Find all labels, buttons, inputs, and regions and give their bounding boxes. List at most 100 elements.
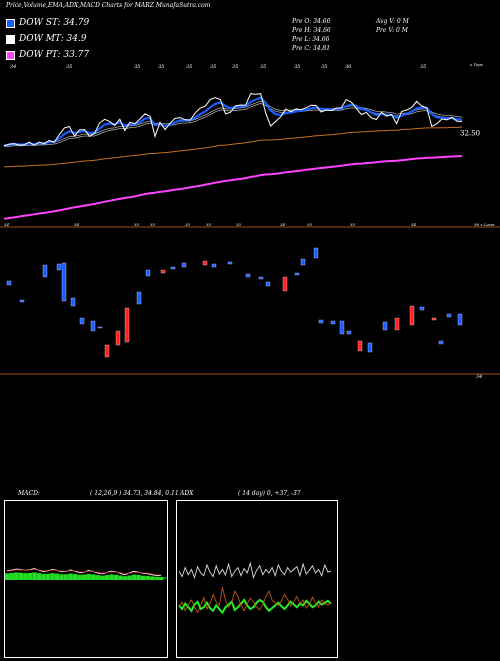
volume-bar — [97, 326, 103, 329]
volume-bar — [104, 344, 110, 358]
legend-swatch-mid — [6, 34, 15, 44]
adx-title: ADX — [180, 490, 194, 497]
volume-bar — [136, 291, 142, 305]
volume-bar — [330, 320, 336, 325]
chart-header-title: Price,Volume,EMA,ADX,MACD Charts for MAR… — [6, 2, 211, 9]
volume-bar — [318, 319, 324, 324]
macd-chart — [5, 568, 167, 580]
legend-item-long: DOW PT: 33.77 — [6, 50, 89, 60]
stat-pre-open: Pre O: 34.66 — [292, 18, 331, 25]
volume-bar — [438, 340, 444, 345]
adx-chart — [178, 561, 332, 615]
volume-bar — [56, 263, 62, 271]
macd-histogram-bar — [72, 574, 78, 580]
legend-item-mid: DOW MT: 34.9 — [6, 34, 87, 44]
macd-histogram-bar — [9, 572, 14, 580]
volume-bar — [294, 272, 300, 276]
volume-bar — [145, 269, 151, 277]
top-right-label: x Tops — [470, 62, 483, 67]
top-tick-label: 35 — [158, 64, 164, 70]
ema-long-line — [3, 155, 463, 220]
macd-histogram-bar — [63, 574, 69, 580]
top-tick-label: 35 — [66, 64, 72, 70]
adx-params: ( 14 day) 0, +37, -37 — [238, 490, 301, 497]
volume-bar — [202, 260, 208, 266]
volume-bar — [282, 276, 288, 292]
macd-histogram-bar — [45, 573, 51, 580]
ema-orange-line — [3, 126, 463, 168]
volume-bar — [446, 313, 452, 318]
volume-bar — [265, 281, 271, 287]
macd-histogram-bar — [59, 574, 64, 580]
macd-histogram-bar — [18, 572, 23, 580]
bottom-tick-label: 35 — [134, 222, 140, 227]
bottom-tick-label: 35 — [236, 222, 242, 227]
top-tick-label: 35 — [232, 64, 238, 70]
macd-params: ( 12,26,9 ) 34.73, 34.84, 0.11 — [90, 490, 179, 497]
volume-bar — [367, 342, 373, 353]
volume-bar — [19, 299, 25, 303]
volume-bar — [409, 305, 415, 326]
volume-bar — [211, 263, 217, 268]
bottom-tick-label: 34 — [74, 222, 80, 227]
volume-bar — [70, 297, 76, 307]
stat-pre-close: Pre C: 34.81 — [292, 45, 331, 52]
volume-bar — [382, 321, 388, 331]
volume-bar — [419, 306, 425, 311]
macd-signal-line — [6, 569, 162, 576]
top-tick-label: 35 — [420, 64, 426, 70]
volume-bar — [313, 247, 319, 259]
macd-histogram-bar — [32, 572, 37, 580]
macd-histogram-bar — [86, 573, 91, 580]
macd-histogram-bar — [14, 572, 19, 580]
macd-histogram-bar — [91, 574, 96, 580]
bottom-right-label: 36 x Lows — [474, 222, 494, 227]
volume-bar — [457, 313, 463, 326]
volume-bar — [394, 317, 400, 331]
macd-histogram-bar — [68, 573, 73, 580]
volume-bar — [181, 262, 187, 268]
price-chart: 34 35 35 35 35 35 35 35 35 35 36 35 x Tops 32.50 34 34 3… — [0, 62, 500, 380]
top-tick-label: 35 — [260, 64, 266, 70]
volume-bar — [90, 320, 96, 332]
volume-bar — [170, 266, 176, 270]
macd-histogram-bar — [82, 574, 87, 580]
macd-histogram-bar — [5, 573, 10, 580]
volume-bar — [42, 264, 48, 278]
bottom-tick-label: 35 — [185, 222, 191, 227]
bottom-tick-label: 34 — [280, 222, 286, 227]
top-tick-label: 34 — [10, 64, 16, 70]
ema-short-line — [3, 96, 463, 147]
volume-bar — [258, 276, 264, 280]
adx-pane — [176, 500, 338, 658]
volume-bar — [346, 330, 352, 335]
macd-histogram-bar — [109, 574, 114, 580]
macd-histogram-bar — [36, 573, 42, 580]
macd-histogram-bar — [23, 573, 28, 580]
macd-histogram-bar — [54, 573, 60, 580]
top-tick-label: 36 — [345, 64, 352, 70]
macd-histogram-bar — [113, 574, 119, 580]
legend-label-mid: DOW MT: 34.9 — [19, 34, 87, 44]
adx-line — [178, 561, 332, 579]
macd-histogram-bar — [27, 572, 33, 580]
macd-pane — [4, 500, 168, 658]
plus-di-line — [178, 587, 332, 614]
macd-histogram-bar — [41, 573, 46, 580]
legend-swatch-short — [6, 18, 15, 28]
volume-bar — [431, 317, 437, 321]
stat-pre-volume: Pre V: 0 M — [376, 27, 408, 34]
volume-bar — [124, 307, 130, 343]
macd-histogram-bar — [50, 573, 55, 580]
volume-bar — [300, 258, 306, 266]
macd-histogram-bar — [77, 574, 82, 580]
bottom-tick-label: 34 — [4, 222, 10, 227]
macd-histogram-bar — [131, 574, 137, 580]
top-tick-label: 35 — [294, 64, 300, 70]
top-tick-label: 35 — [134, 64, 140, 70]
volume-bar — [6, 280, 12, 286]
bottom-tick-label: 35 — [350, 222, 356, 227]
top-tick-label: 35 — [186, 64, 192, 70]
stat-pre-high: Pre H: 34.66 — [292, 27, 331, 34]
volume-bar — [339, 320, 345, 335]
